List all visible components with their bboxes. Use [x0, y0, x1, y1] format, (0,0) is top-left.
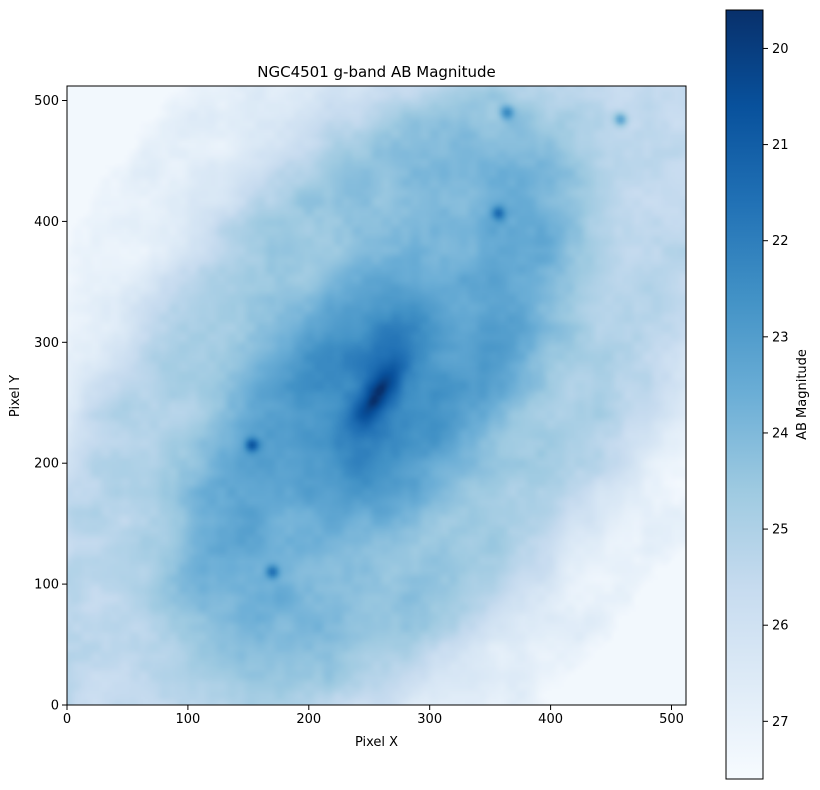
colorbar-tick-label: 26: [772, 619, 789, 634]
x-tick-label: 200: [296, 712, 321, 727]
y-tick-label: 500: [34, 94, 59, 109]
y-axis-ticks: 0 100 200 300 400 500: [34, 94, 67, 714]
colorbar-ticks: 20 21 22 23 24 25 26 27: [763, 42, 789, 730]
y-tick-label: 200: [34, 457, 59, 472]
x-tick-label: 300: [417, 712, 442, 727]
y-tick-label: 300: [34, 336, 59, 351]
y-tick-label: 0: [51, 699, 59, 714]
x-axis-ticks: 0 100 200 300 400 500: [63, 705, 684, 727]
colorbar-tick-label: 25: [772, 523, 789, 538]
image-area: [67, 86, 686, 705]
x-tick-label: 400: [538, 712, 563, 727]
colorbar: [725, 9, 764, 780]
chart-title: NGC4501 g-band AB Magnitude: [257, 63, 496, 81]
y-axis-label: Pixel Y: [8, 375, 23, 417]
colorbar-tick-label: 27: [772, 715, 789, 730]
y-tick-label: 100: [34, 578, 59, 593]
x-tick-label: 500: [659, 712, 684, 727]
galaxy-heatmap-image: [67, 86, 686, 705]
colorbar-tick-label: 23: [772, 330, 789, 345]
x-tick-label: 0: [63, 712, 71, 727]
colorbar-tick-label: 22: [772, 234, 789, 249]
colorbar-label: AB Magnitude: [795, 349, 810, 440]
plot-frame: [66, 85, 687, 706]
x-axis-label: Pixel X: [355, 735, 398, 750]
colorbar-tick-label: 21: [772, 138, 789, 153]
colorbar-tick-label: 24: [772, 426, 789, 441]
colorbar-tick-label: 20: [772, 42, 789, 57]
x-tick-label: 100: [175, 712, 200, 727]
y-tick-label: 400: [34, 215, 59, 230]
